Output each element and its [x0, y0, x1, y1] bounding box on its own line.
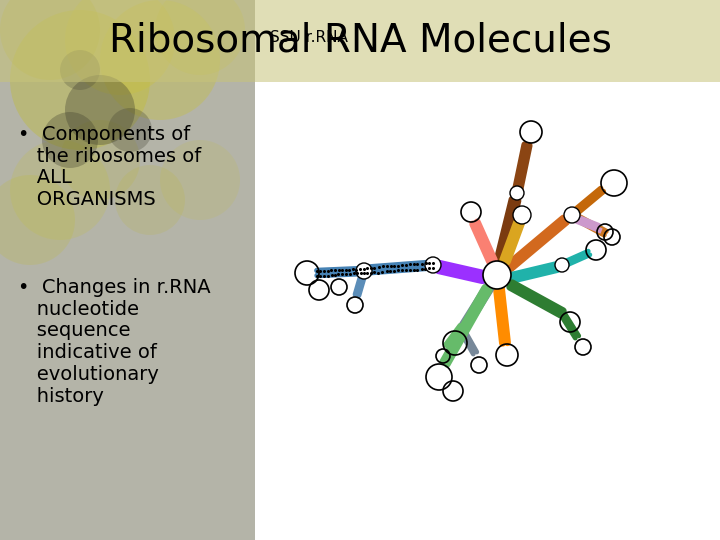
Text: sequence: sequence	[18, 321, 130, 340]
Circle shape	[510, 186, 524, 200]
Circle shape	[108, 108, 152, 152]
Circle shape	[425, 0, 535, 85]
Circle shape	[42, 112, 98, 168]
Text: nucleotide: nucleotide	[18, 300, 139, 319]
Circle shape	[60, 50, 100, 90]
Circle shape	[0, 175, 75, 265]
Circle shape	[65, 0, 175, 95]
Text: •  Changes in r.RNA: • Changes in r.RNA	[18, 278, 211, 297]
Circle shape	[356, 263, 372, 279]
Text: history: history	[18, 387, 104, 406]
Text: SSU r.RNA: SSU r.RNA	[270, 30, 348, 45]
Circle shape	[60, 120, 140, 200]
Circle shape	[480, 40, 620, 180]
Text: the ribosomes of: the ribosomes of	[18, 147, 202, 166]
Circle shape	[513, 206, 531, 224]
Bar	[255, 0, 720, 540]
Circle shape	[560, 20, 680, 140]
Text: evolutionary: evolutionary	[18, 365, 159, 384]
Circle shape	[500, 0, 660, 130]
Bar	[0, 0, 720, 82]
Text: •  Components of: • Components of	[18, 125, 190, 144]
Circle shape	[0, 0, 100, 80]
Text: ALL: ALL	[18, 168, 72, 187]
Text: indicative of: indicative of	[18, 343, 157, 362]
Circle shape	[10, 140, 110, 240]
Circle shape	[115, 165, 185, 235]
Circle shape	[160, 140, 240, 220]
Circle shape	[335, 0, 425, 75]
Circle shape	[155, 0, 245, 75]
Circle shape	[10, 10, 150, 150]
Text: Ribosomal RNA Molecules: Ribosomal RNA Molecules	[109, 22, 611, 60]
Circle shape	[555, 258, 569, 272]
Circle shape	[483, 261, 511, 289]
Circle shape	[65, 75, 135, 145]
Circle shape	[640, 0, 720, 120]
Circle shape	[100, 0, 220, 120]
Circle shape	[600, 0, 700, 90]
Circle shape	[380, 0, 460, 80]
Circle shape	[425, 257, 441, 273]
Text: ORGANISMS: ORGANISMS	[18, 190, 156, 209]
Circle shape	[564, 207, 580, 223]
